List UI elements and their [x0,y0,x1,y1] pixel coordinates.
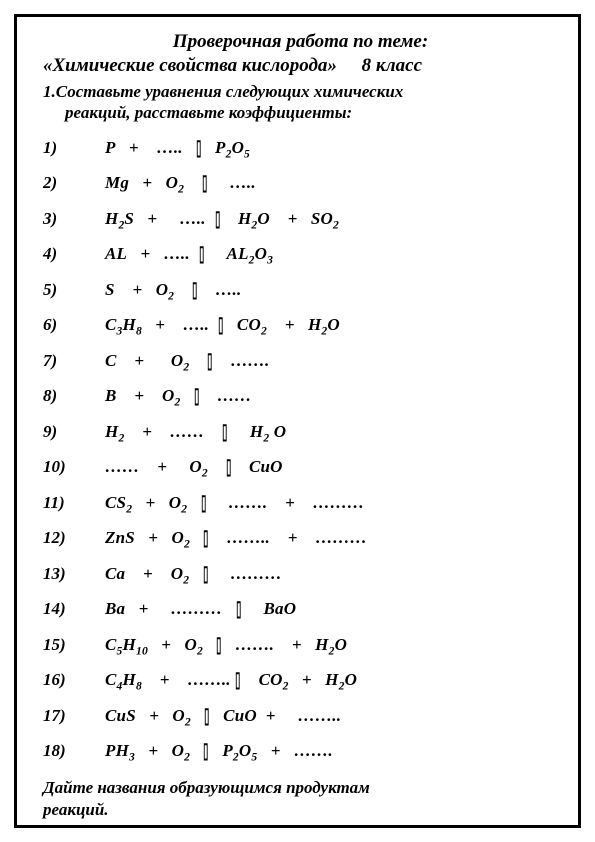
equation-row: 15)C5H10 + O2 ▯ ……. + H2O [43,635,558,655]
title-line-1: Проверочная работа по теме: [43,31,558,53]
footer-line-1: Дайте названия образующимся продуктам [43,777,558,799]
footer-line-2: реакций. [43,799,558,821]
equation-body: H2 + …… ▯ H2 O [105,422,286,442]
grade-label: 8 класс [362,55,422,76]
equation-number: 4) [43,244,105,264]
equation-row: 4)AL + ….. ▯ AL2O3 [43,244,558,264]
equation-number: 14) [43,599,105,619]
equation-number: 7) [43,351,105,371]
equation-number: 1) [43,138,105,158]
equation-body: ZnS + O2 ▯ …….. + ……… [105,528,367,548]
equation-number: 9) [43,422,105,442]
equation-number: 8) [43,386,105,406]
equation-row: 5)S + O2 ▯ ….. [43,280,558,300]
equation-body: H2S + ….. ▯ H2O + SO2 [105,209,339,229]
equation-body: C5H10 + O2 ▯ ……. + H2O [105,635,347,655]
equation-body: S + O2 ▯ ….. [105,280,241,300]
equation-body: B + O2 ▯ …… [105,386,252,406]
equation-row: 12)ZnS + O2 ▯ …….. + ……… [43,528,558,548]
equation-row: 17)CuS + O2 ▯ CuO + …….. [43,706,558,726]
equation-number: 12) [43,528,105,548]
equation-list: 1)P + ….. ▯ P2O52)Mg + O2 ▯ …..3)H2S + …… [43,138,558,762]
equation-row: 13)Ca + O2 ▯ ……… [43,564,558,584]
equation-body: C4H8 + …….. ▯ CO2 + H2O [105,670,357,690]
equation-number: 16) [43,670,105,690]
title-line-2: «Химические свойства кислорода» 8 класс [43,55,558,77]
equation-row: 2)Mg + O2 ▯ ….. [43,173,558,193]
equation-body: C + O2 ▯ ……. [105,351,269,371]
equation-number: 11) [43,493,105,513]
equation-number: 15) [43,635,105,655]
equation-body: …… + O2 ▯ CuO [105,457,283,477]
equation-body: Mg + O2 ▯ ….. [105,173,256,193]
equation-row: 14)Ba + ……… ▯ BaO [43,599,558,619]
title-topic: «Химические свойства кислорода» [43,55,337,76]
equation-body: Ca + O2 ▯ ……… [105,564,282,584]
equation-number: 6) [43,315,105,335]
equation-number: 17) [43,706,105,726]
equation-row: 6)C3H8 + ….. ▯ CO2 + H2O [43,315,558,335]
equation-body: C3H8 + ….. ▯ CO2 + H2O [105,315,340,335]
equation-row: 8)B + O2 ▯ …… [43,386,558,406]
equation-row: 9)H2 + …… ▯ H2 O [43,422,558,442]
equation-body: AL + ….. ▯ AL2O3 [105,244,273,264]
task-line-1: 1.Составьте уравнения следующих химическ… [43,81,558,102]
equation-number: 2) [43,173,105,193]
task-line-2: реакций, расставьте коэффициенты: [43,102,558,123]
equation-row: 16)C4H8 + …….. ▯ CO2 + H2O [43,670,558,690]
equation-body: PH3 + O2 ▯ P2O5 + ……. [105,741,333,761]
equation-number: 5) [43,280,105,300]
equation-row: 11)CS2 + O2 ▯ ……. + ……… [43,493,558,513]
equation-row: 18)PH3 + O2 ▯ P2O5 + ……. [43,741,558,761]
equation-body: Ba + ……… ▯ BaO [105,599,296,619]
equation-body: CuS + O2 ▯ CuO + …….. [105,706,341,726]
equation-row: 3)H2S + ….. ▯ H2O + SO2 [43,209,558,229]
footer-task: Дайте названия образующимся продуктам ре… [43,777,558,821]
task-description: 1.Составьте уравнения следующих химическ… [43,81,558,124]
equation-body: CS2 + O2 ▯ ……. + ……… [105,493,364,513]
equation-number: 13) [43,564,105,584]
equation-row: 1)P + ….. ▯ P2O5 [43,138,558,158]
equation-row: 10)…… + O2 ▯ CuO [43,457,558,477]
equation-row: 7)C + O2 ▯ ……. [43,351,558,371]
equation-number: 10) [43,457,105,477]
equation-body: P + ….. ▯ P2O5 [105,138,250,158]
equation-number: 18) [43,741,105,761]
equation-number: 3) [43,209,105,229]
worksheet-page: Проверочная работа по теме: «Химические … [14,14,581,828]
